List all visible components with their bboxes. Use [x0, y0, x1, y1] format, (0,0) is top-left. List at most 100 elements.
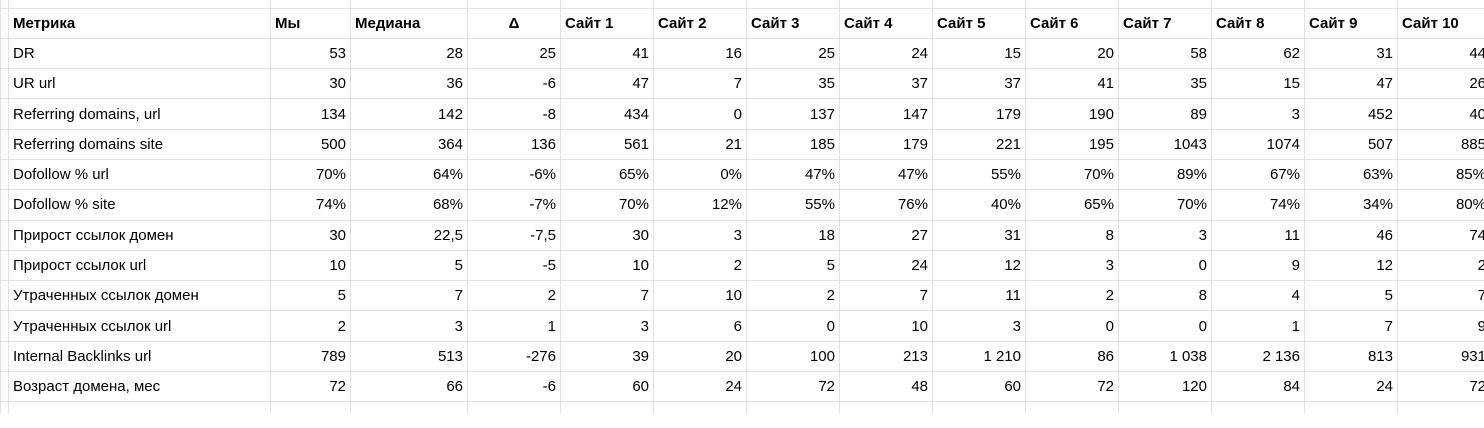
site-6-value-cell[interactable]: 0 [1025, 310, 1119, 342]
median-value-cell[interactable]: 7 [350, 280, 468, 312]
site-8-value-cell[interactable]: 9 [1211, 249, 1305, 282]
site-7-value-cell[interactable]: 3 [1118, 219, 1212, 251]
site-6-value-cell[interactable]: 86 [1025, 340, 1119, 373]
site-5-value-cell[interactable]: 60 [932, 371, 1026, 403]
site-7-value-cell[interactable]: 120 [1118, 371, 1212, 403]
site-4-value-cell[interactable]: 179 [839, 128, 933, 160]
site-8-value-cell[interactable]: 3 [1211, 98, 1305, 130]
metric-cell[interactable]: Dofollow % url [8, 158, 271, 191]
site-2-value-cell[interactable]: 0 [653, 98, 747, 130]
site-8-value-cell[interactable]: 2 136 [1211, 340, 1305, 373]
site-5-value-cell[interactable]: 15 [932, 37, 1026, 70]
site-6-value-cell[interactable]: 65% [1025, 189, 1119, 221]
delta-value-cell[interactable]: -6 [467, 371, 561, 403]
site-10-value-cell[interactable]: 40 [1397, 98, 1484, 130]
median-value-cell[interactable]: 22,5 [350, 219, 468, 251]
site-2-value-cell[interactable]: 10 [653, 280, 747, 312]
site-2-value-cell[interactable]: 7 [653, 68, 747, 100]
we-value-cell[interactable]: 53 [270, 37, 351, 70]
site-9-value-cell[interactable]: 5 [1304, 280, 1398, 312]
metric-cell[interactable]: Возраст домена, мес [8, 371, 271, 403]
column-header-site-10[interactable]: Сайт 10 [1397, 7, 1484, 39]
site-4-value-cell[interactable]: 7 [839, 280, 933, 312]
site-1-value-cell[interactable]: 3 [560, 310, 654, 342]
site-3-value-cell[interactable]: 137 [746, 98, 840, 130]
site-1-value-cell[interactable]: 70% [560, 189, 654, 221]
site-3-value-cell[interactable]: 35 [746, 68, 840, 100]
site-7-value-cell[interactable]: 89% [1118, 158, 1212, 191]
site-5-value-cell[interactable]: 12 [932, 249, 1026, 282]
site-1-value-cell[interactable]: 7 [560, 280, 654, 312]
site-4-value-cell[interactable]: 213 [839, 340, 933, 373]
site-2-value-cell[interactable]: 24 [653, 371, 747, 403]
site-6-value-cell[interactable]: 190 [1025, 98, 1119, 130]
site-10-value-cell[interactable]: 26 [1397, 68, 1484, 100]
site-2-value-cell[interactable]: 3 [653, 219, 747, 251]
site-3-value-cell[interactable]: 100 [746, 340, 840, 373]
site-7-value-cell[interactable]: 0 [1118, 310, 1212, 342]
we-value-cell[interactable]: 789 [270, 340, 351, 373]
column-header-site-3[interactable]: Сайт 3 [746, 7, 840, 39]
median-value-cell[interactable]: 28 [350, 37, 468, 70]
site-8-value-cell[interactable]: 11 [1211, 219, 1305, 251]
site-9-value-cell[interactable]: 24 [1304, 371, 1398, 403]
column-header-site-9[interactable]: Сайт 9 [1304, 7, 1398, 39]
column-header-we[interactable]: Мы [270, 7, 351, 39]
site-5-value-cell[interactable]: 11 [932, 280, 1026, 312]
column-header-site-4[interactable]: Сайт 4 [839, 7, 933, 39]
site-2-value-cell[interactable]: 20 [653, 340, 747, 373]
site-8-value-cell[interactable]: 1074 [1211, 128, 1305, 160]
site-10-value-cell[interactable]: 44 [1397, 37, 1484, 70]
delta-value-cell[interactable]: 1 [467, 310, 561, 342]
median-value-cell[interactable]: 364 [350, 128, 468, 160]
delta-value-cell[interactable]: -8 [467, 98, 561, 130]
metric-cell[interactable]: Утраченных ссылок url [8, 310, 271, 342]
column-header-site-1[interactable]: Сайт 1 [560, 7, 654, 39]
site-5-value-cell[interactable]: 37 [932, 68, 1026, 100]
site-3-value-cell[interactable]: 5 [746, 249, 840, 282]
site-6-value-cell[interactable]: 41 [1025, 68, 1119, 100]
metric-cell[interactable]: Прирост ссылок url [8, 249, 271, 282]
metric-cell[interactable]: Internal Backlinks url [8, 340, 271, 373]
site-9-value-cell[interactable]: 34% [1304, 189, 1398, 221]
we-value-cell[interactable]: 500 [270, 128, 351, 160]
delta-value-cell[interactable]: 136 [467, 128, 561, 160]
we-value-cell[interactable]: 30 [270, 68, 351, 100]
site-7-value-cell[interactable]: 89 [1118, 98, 1212, 130]
site-7-value-cell[interactable]: 1 038 [1118, 340, 1212, 373]
site-10-value-cell[interactable]: 74 [1397, 219, 1484, 251]
site-5-value-cell[interactable]: 40% [932, 189, 1026, 221]
site-2-value-cell[interactable]: 12% [653, 189, 747, 221]
metric-cell[interactable]: Прирост ссылок домен [8, 219, 271, 251]
we-value-cell[interactable]: 30 [270, 219, 351, 251]
median-value-cell[interactable]: 5 [350, 249, 468, 282]
we-value-cell[interactable]: 70% [270, 158, 351, 191]
site-1-value-cell[interactable]: 47 [560, 68, 654, 100]
metric-cell[interactable]: Утраченных ссылок домен [8, 280, 271, 312]
site-5-value-cell[interactable]: 55% [932, 158, 1026, 191]
site-4-value-cell[interactable]: 147 [839, 98, 933, 130]
site-7-value-cell[interactable]: 35 [1118, 68, 1212, 100]
site-9-value-cell[interactable]: 47 [1304, 68, 1398, 100]
site-8-value-cell[interactable]: 15 [1211, 68, 1305, 100]
site-8-value-cell[interactable]: 4 [1211, 280, 1305, 312]
site-6-value-cell[interactable]: 20 [1025, 37, 1119, 70]
site-4-value-cell[interactable]: 24 [839, 249, 933, 282]
column-header-site-6[interactable]: Сайт 6 [1025, 7, 1119, 39]
median-value-cell[interactable]: 68% [350, 189, 468, 221]
site-7-value-cell[interactable]: 0 [1118, 249, 1212, 282]
site-9-value-cell[interactable]: 63% [1304, 158, 1398, 191]
site-3-value-cell[interactable]: 25 [746, 37, 840, 70]
site-7-value-cell[interactable]: 8 [1118, 280, 1212, 312]
site-6-value-cell[interactable]: 72 [1025, 371, 1119, 403]
site-5-value-cell[interactable]: 1 210 [932, 340, 1026, 373]
site-10-value-cell[interactable]: 2 [1397, 249, 1484, 282]
site-8-value-cell[interactable]: 1 [1211, 310, 1305, 342]
site-5-value-cell[interactable]: 221 [932, 128, 1026, 160]
metric-cell[interactable]: Dofollow % site [8, 189, 271, 221]
we-value-cell[interactable]: 134 [270, 98, 351, 130]
site-8-value-cell[interactable]: 67% [1211, 158, 1305, 191]
site-2-value-cell[interactable]: 0% [653, 158, 747, 191]
site-6-value-cell[interactable]: 3 [1025, 249, 1119, 282]
site-10-value-cell[interactable]: 885 [1397, 128, 1484, 160]
